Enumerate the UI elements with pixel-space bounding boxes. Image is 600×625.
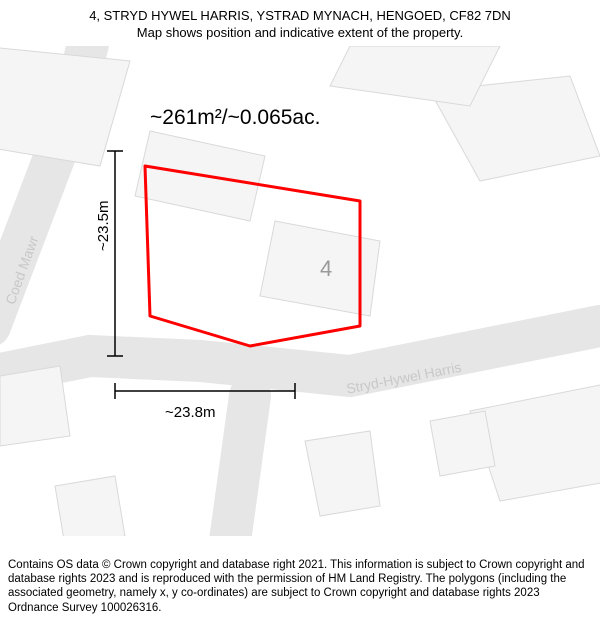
area-label: ~261m²/~0.065ac.: [150, 106, 320, 130]
width-label: ~23.8m: [165, 404, 215, 421]
height-label: ~23.5m: [95, 200, 112, 250]
page-subtitle: Map shows position and indicative extent…: [12, 25, 588, 42]
footer-text: Contains OS data © Crown copyright and d…: [0, 552, 600, 625]
header: 4, STRYD HYWEL HARRIS, YSTRAD MYNACH, HE…: [0, 0, 600, 46]
map-area: ~261m²/~0.065ac. ~23.5m ~23.8m 4 Coed Ma…: [0, 46, 600, 536]
property-number: 4: [320, 256, 332, 282]
page-title: 4, STRYD HYWEL HARRIS, YSTRAD MYNACH, HE…: [12, 8, 588, 25]
